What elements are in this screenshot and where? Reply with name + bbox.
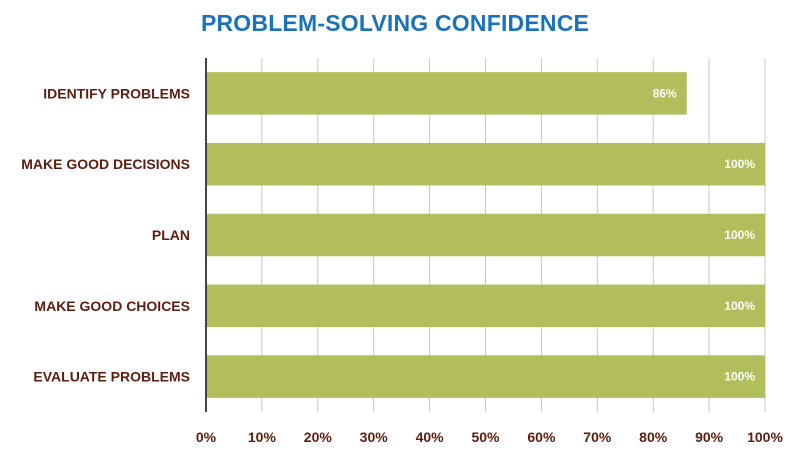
x-tick-label: 100% (747, 429, 783, 445)
bar (206, 213, 765, 257)
category-label: EVALUATE PROBLEMS (33, 369, 190, 385)
x-tick-label: 90% (695, 429, 724, 445)
x-tick-label: 60% (527, 429, 556, 445)
category-label: PLAN (152, 227, 190, 243)
data-label: 100% (724, 299, 755, 313)
category-label: IDENTIFY PROBLEMS (43, 85, 190, 101)
data-label: 100% (724, 157, 755, 171)
x-tick-label: 10% (248, 429, 277, 445)
x-tick-label: 30% (360, 429, 389, 445)
bar (206, 72, 687, 115)
category-label: MAKE GOOD CHOICES (34, 298, 190, 314)
bar (206, 284, 765, 328)
data-label: 86% (653, 86, 677, 100)
x-tick-label: 80% (639, 429, 668, 445)
x-tick-label: 40% (416, 429, 445, 445)
bar (206, 142, 765, 186)
data-label: 100% (724, 370, 755, 384)
x-tick-label: 70% (583, 429, 612, 445)
x-tick-label: 20% (304, 429, 333, 445)
x-tick-label: 50% (471, 429, 500, 445)
data-label: 100% (724, 228, 755, 242)
bar (206, 355, 765, 398)
x-tick-label: 0% (196, 429, 217, 445)
chart-title: PROBLEM-SOLVING CONFIDENCE (200, 10, 590, 36)
category-label: MAKE GOOD DECISIONS (21, 156, 190, 172)
